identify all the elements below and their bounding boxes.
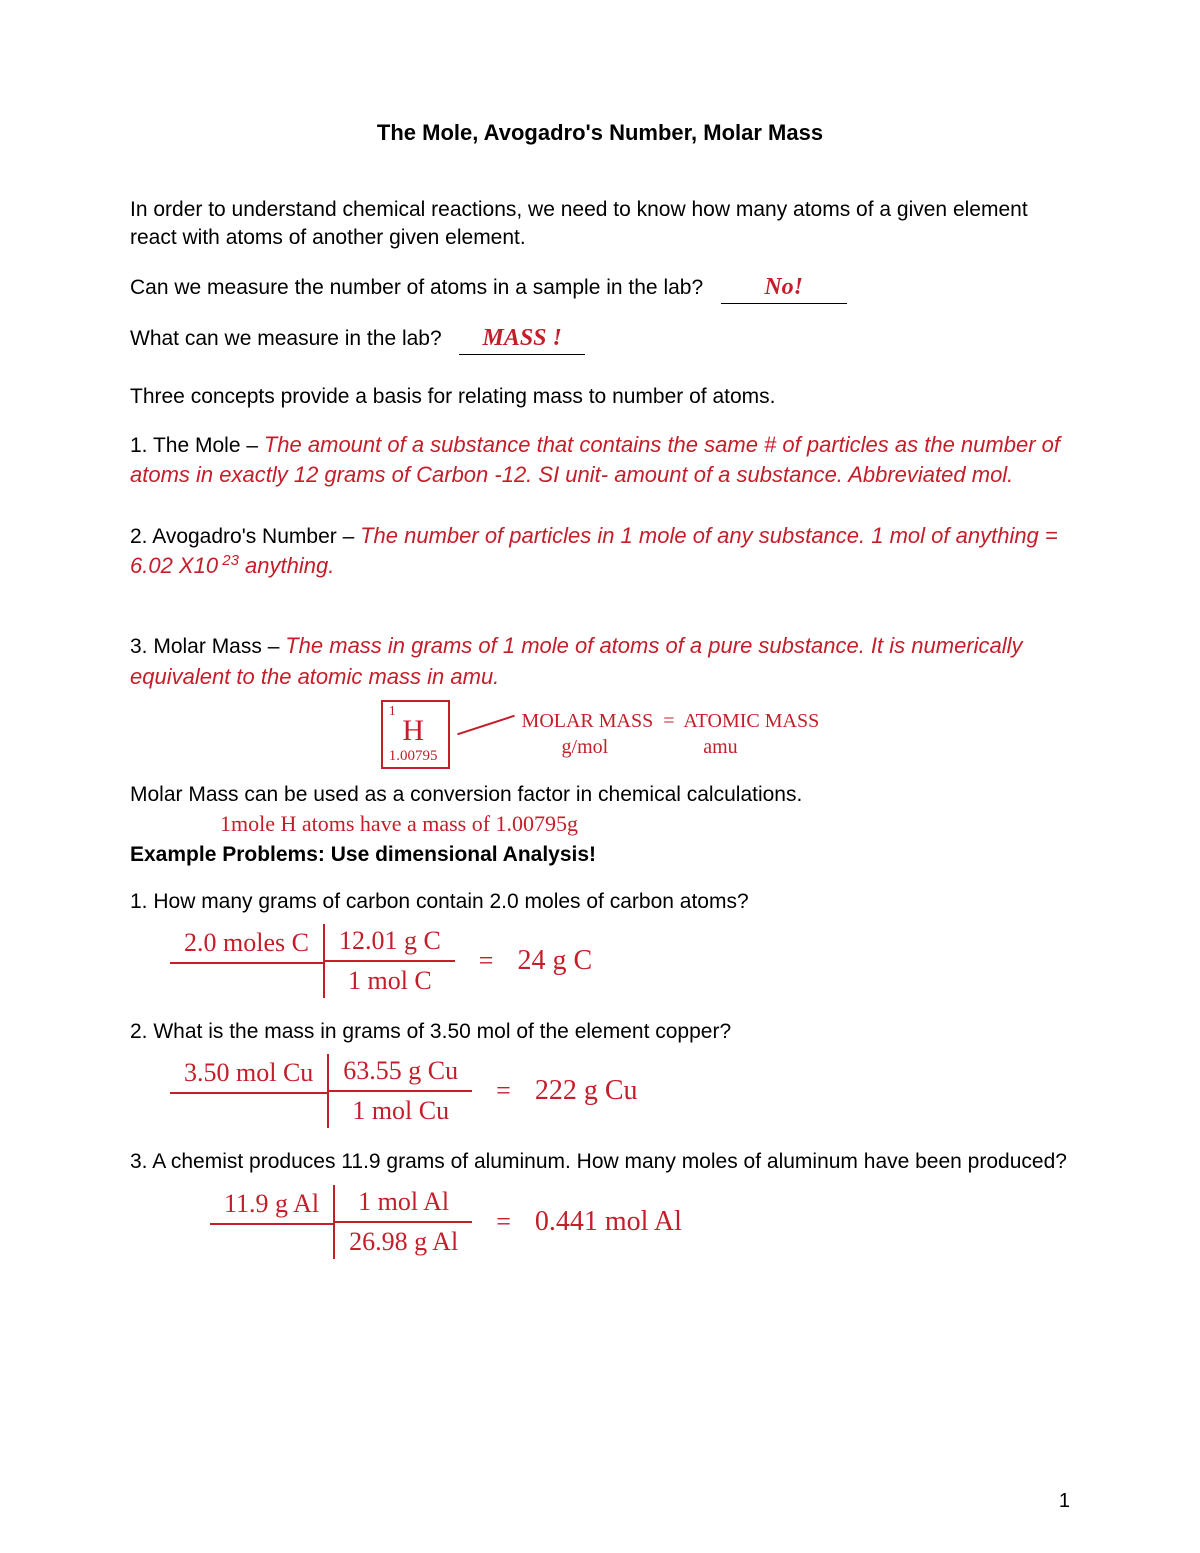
p2-given: 3.50 mol Cu xyxy=(170,1054,329,1094)
element-number: 1 xyxy=(389,704,396,720)
example-header: Example Problems: Use dimensional Analys… xyxy=(130,841,1070,869)
worksheet-page: The Mole, Avogadro's Number, Molar Mass … xyxy=(0,0,1200,1553)
problem-1-question: 1. How many grams of carbon contain 2.0 … xyxy=(130,888,1070,916)
p3-result: 0.441 mol Al xyxy=(535,1206,682,1238)
element-box: 1 H 1.00795 xyxy=(381,700,450,769)
concept-2: 2. Avogadro's Number – The number of par… xyxy=(130,521,1070,582)
element-symbol: H xyxy=(389,714,438,748)
molar-left: MOLAR MASS xyxy=(522,710,654,732)
concept-2-label: 2. Avogadro's Number – xyxy=(130,525,360,548)
dim-right: 12.01 g C 1 mol C xyxy=(325,922,455,1000)
molar-equation: MOLAR MASS = ATOMIC MASS g/mol amu xyxy=(522,708,820,760)
concept-1: 1. The Mole – The amount of a substance … xyxy=(130,430,1070,491)
problem-3-work: 11.9 g Al 1 mol Al 26.98 g Al = 0.441 mo… xyxy=(210,1183,1070,1261)
concept-2-exponent: 23 xyxy=(218,552,239,569)
dim-left: 2.0 moles C xyxy=(170,924,325,998)
molar-right: ATOMIC MASS xyxy=(683,710,819,732)
p2-result: 222 g Cu xyxy=(535,1075,638,1107)
element-mass: 1.00795 xyxy=(389,748,438,765)
concept-3: 3. Molar Mass – The mass in grams of 1 m… xyxy=(130,631,1070,692)
molar-mass-diagram: 1 H 1.00795 MOLAR MASS = ATOMIC MASS g/m… xyxy=(130,700,1070,769)
q2-answer: MASS ! xyxy=(459,322,585,355)
question-2: What can we measure in the lab? MASS ! xyxy=(130,322,1070,355)
molar-right-unit: amu xyxy=(703,736,737,758)
dim-right-3: 1 mol Al 26.98 g Al xyxy=(335,1183,472,1261)
p1-factor-bot: 1 mol C xyxy=(325,962,455,1000)
p1-given: 2.0 moles C xyxy=(170,924,325,964)
problem-2-question: 2. What is the mass in grams of 3.50 mol… xyxy=(130,1018,1070,1046)
p1-result: 24 g C xyxy=(517,945,592,977)
three-concepts-intro: Three concepts provide a basis for relat… xyxy=(130,383,1070,411)
molar-left-unit: g/mol xyxy=(562,736,609,758)
p2-factor-top: 63.55 g Cu xyxy=(329,1052,472,1092)
problem-1-work: 2.0 moles C 12.01 g C 1 mol C = 24 g C xyxy=(170,922,1070,1000)
dim-left-3: 11.9 g Al xyxy=(210,1185,335,1259)
concept-1-definition: The amount of a substance that contains … xyxy=(130,432,1060,487)
q1-prompt: Can we measure the number of atoms in a … xyxy=(130,276,703,299)
hand-note: 1mole H atoms have a mass of 1.00795g xyxy=(220,811,1070,837)
dim-right-2: 63.55 g Cu 1 mol Cu xyxy=(329,1052,472,1130)
page-title: The Mole, Avogadro's Number, Molar Mass xyxy=(130,120,1070,146)
p1-factor-top: 12.01 g C xyxy=(325,922,455,962)
concept-3-label: 3. Molar Mass – xyxy=(130,635,285,658)
connector-line xyxy=(457,715,515,735)
conversion-line: Molar Mass can be used as a conversion f… xyxy=(130,781,1070,809)
dim-left-2: 3.50 mol Cu xyxy=(170,1054,329,1128)
intro-paragraph: In order to understand chemical reaction… xyxy=(130,196,1070,253)
p3-factor-bot: 26.98 g Al xyxy=(335,1223,472,1261)
concept-2-definition-b: anything. xyxy=(239,553,334,578)
p3-factor-top: 1 mol Al xyxy=(335,1183,472,1223)
p3-given: 11.9 g Al xyxy=(210,1185,335,1225)
concept-1-label: 1. The Mole – xyxy=(130,434,264,457)
page-number: 1 xyxy=(1059,1490,1070,1513)
equals-sign: = xyxy=(455,946,518,976)
equals-sign-2: = xyxy=(472,1076,535,1106)
equals-sign-3: = xyxy=(472,1207,535,1237)
q1-answer: No! xyxy=(721,271,847,304)
p2-factor-bot: 1 mol Cu xyxy=(329,1092,472,1130)
problem-3-question: 3. A chemist produces 11.9 grams of alum… xyxy=(130,1148,1070,1176)
problem-2-work: 3.50 mol Cu 63.55 g Cu 1 mol Cu = 222 g … xyxy=(170,1052,1070,1130)
q2-prompt: What can we measure in the lab? xyxy=(130,327,442,350)
question-1: Can we measure the number of atoms in a … xyxy=(130,271,1070,304)
